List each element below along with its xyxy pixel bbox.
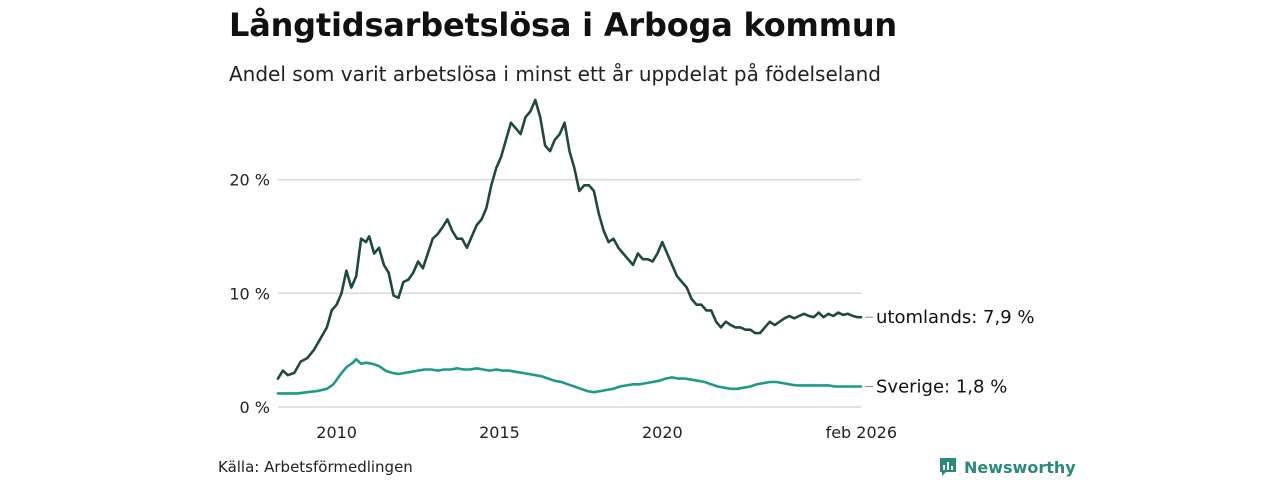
label-layer: utomlands: 7,9 % Sverige: 1,8 % [865, 307, 1035, 398]
bar-chart-bubble-icon [940, 458, 956, 476]
series-line-sverige [276, 357, 863, 395]
series-end-label: Sverige: 1,8 % [876, 377, 1007, 398]
chart-subtitle: Andel som varit arbetslösa i minst ett å… [229, 62, 881, 86]
series-line-utomlands [276, 98, 863, 380]
chart-title: Långtidsarbetslösa i Arboga kommun [229, 6, 897, 44]
source-note: Källa: Arbetsförmedlingen [218, 458, 413, 476]
brand-name: Newsworthy [964, 457, 1076, 477]
axis-layer: 0 % 10 % 20 % 2010 2015 2020 feb 2026 [229, 171, 897, 442]
series-end-label: utomlands: 7,9 % [876, 307, 1035, 328]
x-tick-label: 2010 [316, 423, 357, 442]
y-tick-label: 0 % [240, 398, 270, 417]
y-tick-label: 10 % [229, 284, 270, 303]
y-tick-label: 20 % [229, 171, 270, 190]
grid-layer [278, 178, 861, 408]
x-tick-label: feb 2026 [826, 423, 897, 442]
x-tick-label: 2020 [642, 423, 683, 442]
brand-logo: Newsworthy [938, 456, 1076, 478]
series-layer [276, 98, 863, 395]
x-tick-label: 2015 [479, 423, 520, 442]
